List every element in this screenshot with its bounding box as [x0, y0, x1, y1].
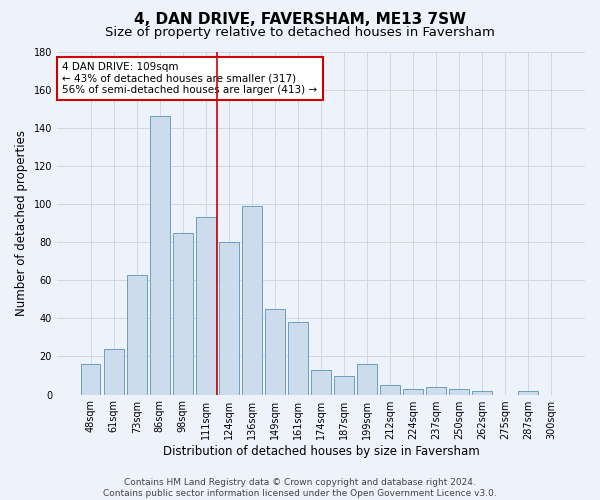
Bar — [219, 242, 239, 394]
Text: 4, DAN DRIVE, FAVERSHAM, ME13 7SW: 4, DAN DRIVE, FAVERSHAM, ME13 7SW — [134, 12, 466, 28]
X-axis label: Distribution of detached houses by size in Faversham: Distribution of detached houses by size … — [163, 444, 479, 458]
Bar — [81, 364, 100, 394]
Bar — [426, 387, 446, 394]
Text: Contains HM Land Registry data © Crown copyright and database right 2024.
Contai: Contains HM Land Registry data © Crown c… — [103, 478, 497, 498]
Bar — [127, 274, 146, 394]
Text: Size of property relative to detached houses in Faversham: Size of property relative to detached ho… — [105, 26, 495, 39]
Bar — [472, 391, 492, 394]
Bar — [334, 376, 354, 394]
Bar — [104, 349, 124, 395]
Text: 4 DAN DRIVE: 109sqm
← 43% of detached houses are smaller (317)
56% of semi-detac: 4 DAN DRIVE: 109sqm ← 43% of detached ho… — [62, 62, 317, 95]
Bar — [196, 218, 215, 394]
Bar — [449, 389, 469, 394]
Bar — [150, 116, 170, 394]
Bar — [288, 322, 308, 394]
Bar — [380, 385, 400, 394]
Bar — [357, 364, 377, 394]
Bar — [518, 391, 538, 394]
Bar — [265, 309, 284, 394]
Y-axis label: Number of detached properties: Number of detached properties — [15, 130, 28, 316]
Bar — [311, 370, 331, 394]
Bar — [403, 389, 423, 394]
Bar — [173, 232, 193, 394]
Bar — [242, 206, 262, 394]
